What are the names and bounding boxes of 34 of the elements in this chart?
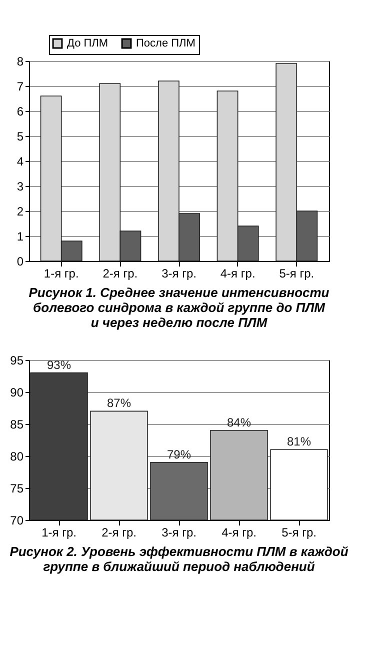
data-label: 93% (46, 358, 72, 372)
y-tick-label: 0 (16, 254, 24, 268)
x-tick-label: 3-я гр. (162, 526, 196, 540)
data-label: 84% (226, 415, 252, 430)
y-tick-label: 3 (16, 180, 24, 194)
y-tick-label: 90 (10, 386, 24, 400)
y-tick-label: 7 (16, 80, 24, 94)
y-tick-label: 8 (16, 54, 24, 68)
x-tick-label: 1-я гр. (42, 526, 76, 540)
y-tick-label: 1 (16, 230, 24, 244)
y-tick-label: 80 (10, 450, 24, 464)
y-tick-label: 75 (10, 482, 24, 496)
y-tick-label: 4 (16, 154, 24, 168)
y-tick-label: 2 (16, 204, 24, 218)
y-tick-label: 6 (16, 104, 24, 118)
x-tick-label: 1-я гр. (44, 266, 79, 280)
x-tick-label: 4-я гр. (222, 526, 256, 540)
y-tick-label: 85 (10, 418, 24, 432)
legend-label: До ПЛМ (67, 38, 108, 50)
y-tick-label: 70 (10, 514, 24, 528)
text: Рисунок 2. Уровень эффективности ПЛМ в каждой группе в ближайший период наблюдений (10, 544, 348, 574)
x-tick-label: 4-я гр. (220, 266, 256, 280)
x-tick-label: 2-я гр. (102, 266, 138, 280)
x-tick-label: 3-я гр. (162, 266, 196, 280)
y-tick-label: 95 (10, 354, 24, 368)
data-label: 79% (166, 447, 192, 462)
legend-label: После ПЛМ (136, 38, 196, 50)
y-tick-label: 5 (16, 130, 24, 144)
data-label: 87% (106, 396, 132, 410)
x-tick-label: 5-я гр. (282, 526, 316, 540)
x-tick-label: 5-я гр. (279, 266, 314, 280)
x-tick-label: 2-я гр. (102, 526, 136, 540)
text: Рисунок 1. Среднее значение интенсивности болевого синдрома в каждой группе до ПЛМ и через неделю после ПЛМ (28, 285, 330, 330)
data-label: 81% (286, 434, 312, 449)
